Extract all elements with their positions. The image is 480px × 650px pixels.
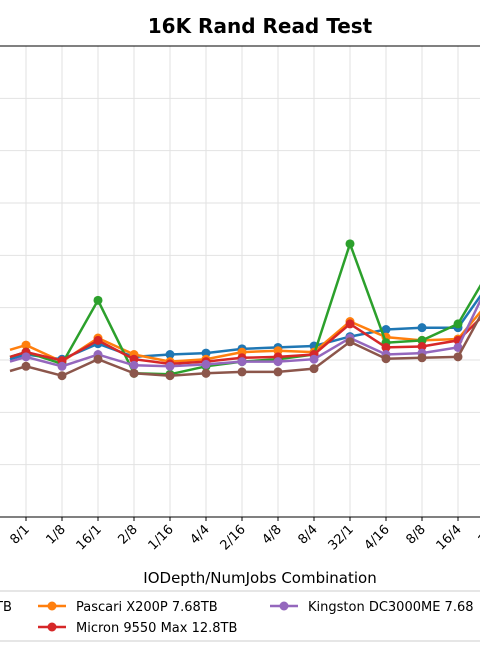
- data-point: [237, 367, 247, 377]
- data-point: [381, 325, 391, 335]
- data-point: [201, 368, 211, 378]
- legend: TB Pascari X200P 7.68TB Micron 9550 Max 12…: [0, 590, 480, 642]
- x-axis-label: IODepth/NumJobs Combination: [143, 569, 376, 587]
- axes: [0, 45, 480, 518]
- data-point: [309, 354, 319, 364]
- data-point: [93, 295, 103, 305]
- grid: [0, 46, 480, 517]
- data-point: [381, 354, 391, 364]
- data-point: [453, 342, 463, 352]
- data-point: [93, 335, 103, 345]
- legend-label: TB: [0, 600, 12, 615]
- data-point: [201, 359, 211, 369]
- data-point: [453, 352, 463, 362]
- chart-title: 16K Rand Read Test: [148, 14, 373, 38]
- data-point: [57, 371, 67, 381]
- data-point: [93, 354, 103, 364]
- data-point: [309, 364, 319, 374]
- data-point: [381, 342, 391, 352]
- legend-label: Pascari X200P 7.68TB: [76, 600, 218, 615]
- legend-frame: [0, 590, 480, 642]
- legend-swatch-marker: [47, 622, 57, 632]
- legend-swatch-marker: [279, 601, 289, 611]
- data-point: [129, 360, 139, 370]
- data-point: [345, 337, 355, 347]
- data-point: [417, 323, 427, 333]
- data-point: [417, 341, 427, 351]
- series-5: [9, 313, 480, 381]
- data-point: [345, 319, 355, 329]
- data-point: [453, 319, 463, 329]
- data-point: [165, 361, 175, 371]
- data-point: [129, 368, 139, 378]
- legend-label: Micron 9550 Max 12.8TB: [76, 621, 237, 636]
- series-lines: [9, 239, 480, 381]
- data-point: [417, 353, 427, 363]
- data-point: [57, 361, 67, 371]
- data-point: [21, 361, 31, 371]
- x-tick-label: 16/: [475, 522, 480, 548]
- legend-label: Kingston DC3000ME 7.68: [308, 600, 474, 615]
- data-point: [165, 350, 175, 360]
- data-point: [273, 357, 283, 367]
- data-point: [21, 340, 31, 350]
- data-point: [237, 357, 247, 367]
- data-point: [345, 239, 355, 249]
- data-point: [273, 367, 283, 377]
- data-point: [21, 352, 31, 362]
- data-point: [165, 371, 175, 381]
- legend-swatch-marker: [47, 601, 57, 611]
